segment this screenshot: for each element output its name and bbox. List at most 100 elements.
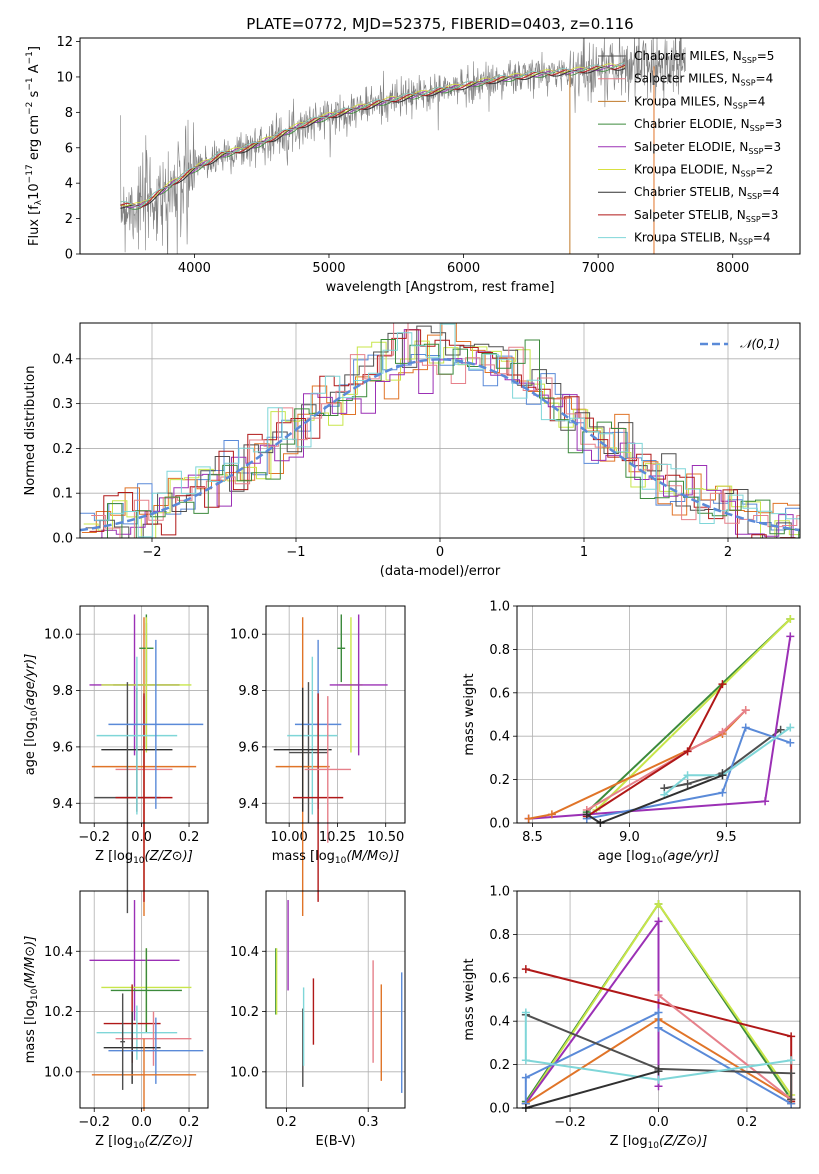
series-marker xyxy=(655,1076,663,1084)
x-axis-label: mass [log10(M/M⊙)] xyxy=(272,849,400,866)
x-tick-label: 7000 xyxy=(582,261,615,276)
series-line xyxy=(659,995,792,1099)
x-tick-label: −0.2 xyxy=(78,1115,110,1130)
series-marker xyxy=(525,815,533,823)
y-tick-label: 0.8 xyxy=(489,643,510,658)
series-marker xyxy=(522,1074,530,1082)
legend-label: Kroupa MILES, NSSP=4 xyxy=(634,94,765,110)
x-axis-label: Z [log10(Z/Z⊙)] xyxy=(95,849,193,866)
series-marker xyxy=(742,724,750,732)
y-tick-label: 0.6 xyxy=(489,686,510,701)
series-marker xyxy=(787,1032,795,1040)
y-axis-label: mass weight xyxy=(462,673,477,755)
y-axis-label: mass weight xyxy=(462,958,477,1040)
x-tick-label: 8000 xyxy=(716,261,749,276)
x-tick-label: 2 xyxy=(724,545,732,560)
x-tick-label: 0.3 xyxy=(358,1115,379,1130)
x-tick-label: −2 xyxy=(142,545,161,560)
x-tick-label: 6000 xyxy=(447,261,480,276)
y-tick-label: 0.4 xyxy=(489,1015,510,1030)
series-marker xyxy=(786,632,794,640)
y-tick-label: 2 xyxy=(65,212,73,227)
x-tick-label: 0.2 xyxy=(737,1115,758,1130)
x-tick-label: 10.50 xyxy=(367,830,404,845)
spectrum-model-line xyxy=(120,67,625,208)
series-line xyxy=(587,728,791,819)
y-tick-label: 10.0 xyxy=(230,628,259,643)
x-tick-label: 9.5 xyxy=(716,830,737,845)
series-marker xyxy=(787,1056,795,1064)
x-tick-label: 4000 xyxy=(178,261,211,276)
y-tick-label: 9.8 xyxy=(52,684,73,699)
y-tick-label: 0.1 xyxy=(52,487,73,502)
y-tick-label: 1.0 xyxy=(489,885,510,900)
legend-label: Kroupa STELIB, NSSP=4 xyxy=(634,231,771,247)
y-tick-label: 0.2 xyxy=(52,442,73,457)
legend-label: Chabrier STELIB, NSSP=4 xyxy=(634,185,780,201)
x-tick-label: 8.5 xyxy=(522,830,543,845)
y-tick-label: 9.6 xyxy=(238,740,259,755)
x-axis-label: E(B-V) xyxy=(315,1134,355,1149)
x-tick-label: 5000 xyxy=(312,261,345,276)
x-tick-label: 0.0 xyxy=(131,830,152,845)
y-axis-label: mass [log10(M/M⊙)] xyxy=(23,936,40,1064)
series-marker xyxy=(655,1009,663,1017)
y-tick-label: 9.6 xyxy=(52,740,73,755)
histogram-step-line xyxy=(80,355,814,536)
y-tick-label: 10.2 xyxy=(44,1005,73,1020)
x-axis-label: wavelength [Angstrom, rest frame] xyxy=(326,280,555,295)
y-tick-label: 9.4 xyxy=(52,797,73,812)
spectrum-model-line xyxy=(120,64,625,206)
spectrum-model-line xyxy=(120,63,625,207)
spectrum-model-line xyxy=(120,65,625,208)
y-tick-label: 1.0 xyxy=(489,600,510,615)
x-axis-label: Z [log10(Z/Z⊙)] xyxy=(95,1134,193,1151)
figure-title: PLATE=0772, MJD=52375, FIBERID=0403, z=0… xyxy=(246,15,633,33)
series-marker xyxy=(786,739,794,747)
y-tick-label: 4 xyxy=(65,177,73,192)
x-tick-label: 0.0 xyxy=(131,1115,152,1130)
x-tick-label: 0.0 xyxy=(648,1115,669,1130)
y-tick-label: 0.6 xyxy=(489,971,510,986)
y-tick-label: 10 xyxy=(56,70,73,85)
spectrum-model-line xyxy=(120,66,625,209)
y-tick-label: 0.8 xyxy=(489,928,510,943)
series-marker xyxy=(522,1056,530,1064)
y-tick-label: 0.4 xyxy=(52,352,73,367)
spectrum-data-line xyxy=(120,19,685,272)
y-tick-label: 6 xyxy=(65,141,73,156)
histogram-step-line xyxy=(93,340,819,539)
y-tick-label: 9.4 xyxy=(238,797,259,812)
y-tick-label: 12 xyxy=(56,35,73,50)
plot-frame xyxy=(517,606,800,823)
legend-label: Salpeter STELIB, NSSP=3 xyxy=(634,208,778,224)
y-tick-label: 10.0 xyxy=(44,1065,73,1080)
y-tick-label: 9.8 xyxy=(238,684,259,699)
series-marker xyxy=(761,797,769,805)
legend-label: Salpeter ELODIE, NSSP=3 xyxy=(634,140,781,156)
x-tick-label: 0.2 xyxy=(179,1115,200,1130)
series-line xyxy=(529,636,791,818)
y-axis-label: Flux [fλ10−17 erg cm−2 s−1 A−1] xyxy=(25,46,44,246)
series-marker xyxy=(684,780,692,788)
y-axis-label: Normed distribution xyxy=(23,366,38,496)
x-tick-label: −0.2 xyxy=(554,1115,586,1130)
x-tick-label: 0 xyxy=(436,545,444,560)
legend-label: 𝒩(0,1) xyxy=(740,337,780,351)
y-tick-label: 0.0 xyxy=(52,532,73,547)
x-tick-label: 0.2 xyxy=(179,830,200,845)
y-tick-label: 0.3 xyxy=(52,397,73,412)
series-marker xyxy=(718,789,726,797)
y-tick-label: 10.2 xyxy=(230,1005,259,1020)
spectrum-plot xyxy=(120,19,685,272)
x-axis-label: Z [log10(Z/Z⊙)] xyxy=(610,1134,708,1151)
